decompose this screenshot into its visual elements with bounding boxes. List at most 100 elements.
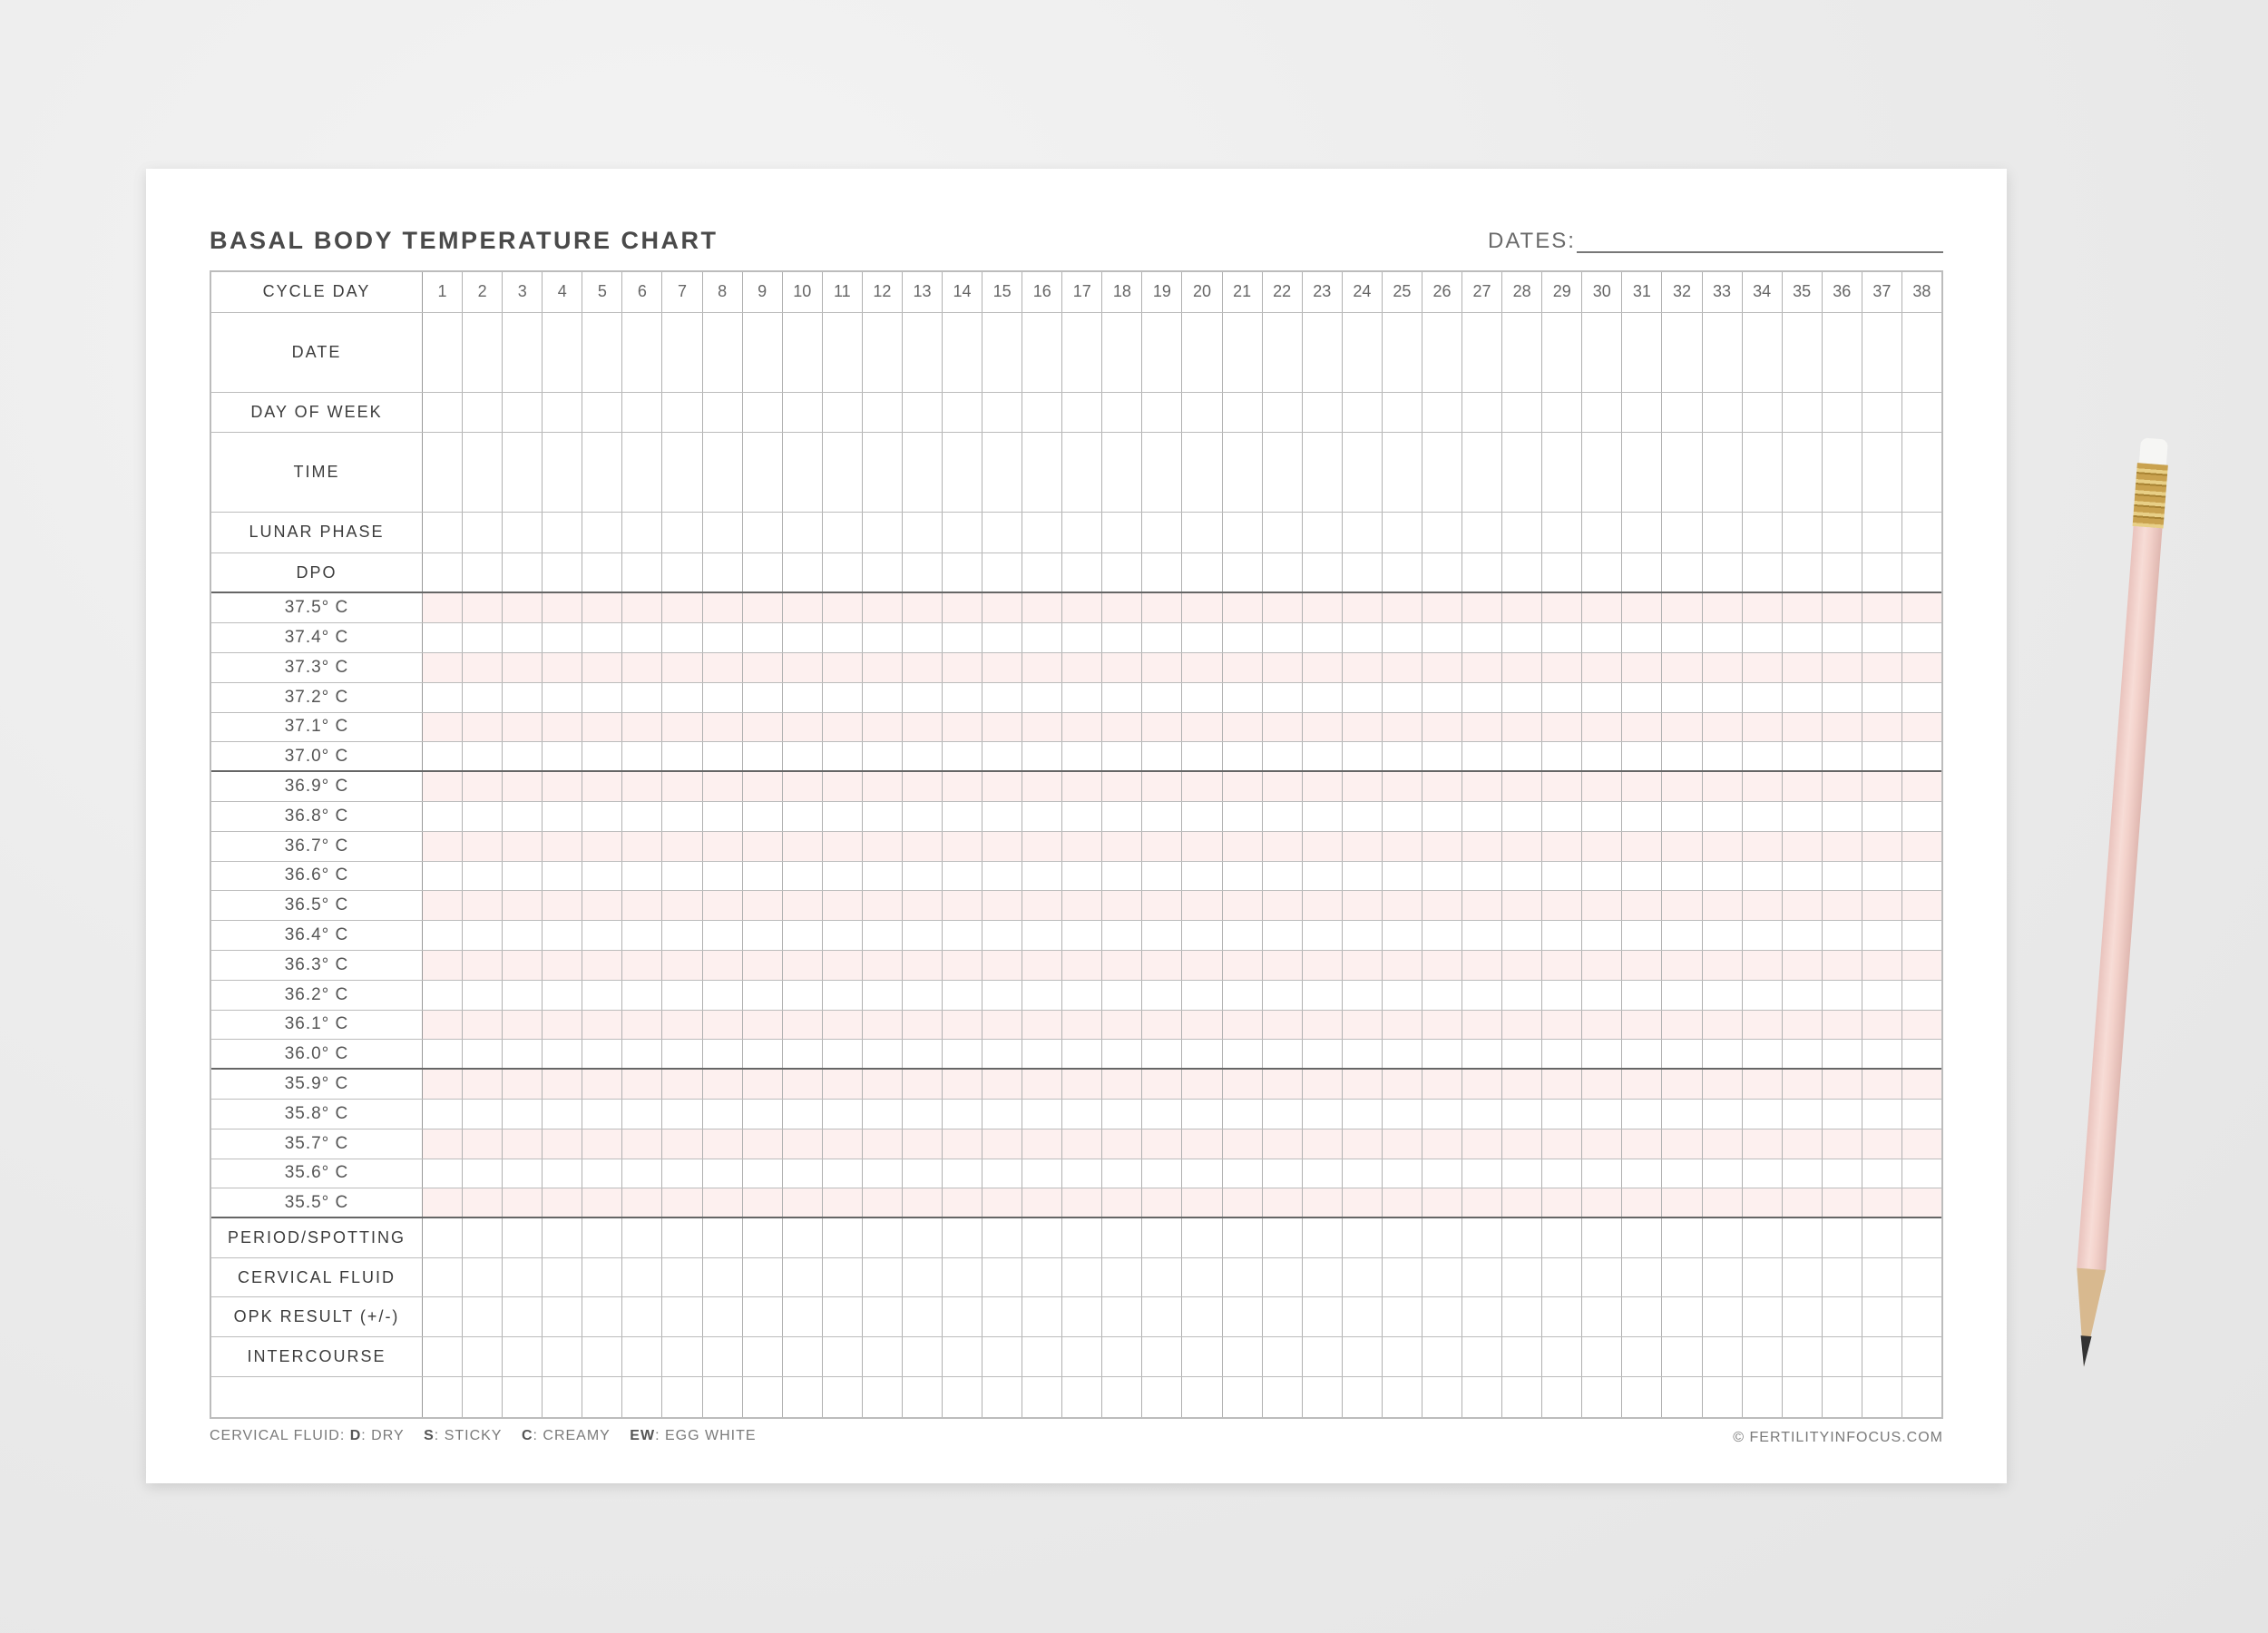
entry-cell[interactable] (863, 1297, 903, 1337)
entry-cell[interactable] (1542, 712, 1583, 742)
entry-cell[interactable] (1262, 950, 1303, 980)
entry-cell[interactable] (1182, 1376, 1223, 1417)
entry-cell[interactable] (1182, 950, 1223, 980)
entry-cell[interactable] (1823, 1376, 1862, 1417)
entry-cell[interactable] (622, 593, 663, 623)
entry-cell[interactable] (463, 742, 503, 771)
entry-cell[interactable] (662, 1376, 703, 1417)
entry-cell[interactable] (1422, 1376, 1463, 1417)
entry-cell[interactable] (1102, 652, 1143, 682)
entry-cell[interactable] (1742, 712, 1783, 742)
entry-cell[interactable] (622, 891, 663, 921)
entry-cell[interactable] (1622, 772, 1663, 801)
entry-cell[interactable] (943, 513, 983, 552)
entry-cell[interactable] (862, 1188, 903, 1217)
entry-cell[interactable] (1343, 552, 1383, 592)
entry-cell[interactable] (622, 1188, 663, 1217)
entry-cell[interactable] (1462, 623, 1503, 652)
entry-cell[interactable] (1263, 742, 1303, 771)
entry-cell[interactable] (1462, 742, 1503, 771)
entry-cell[interactable] (463, 513, 503, 552)
entry-cell[interactable] (1862, 682, 1902, 712)
entry-cell[interactable] (1902, 513, 1941, 552)
entry-cell[interactable] (1823, 513, 1862, 552)
entry-cell[interactable] (1222, 1070, 1263, 1099)
entry-cell[interactable] (463, 1070, 503, 1099)
entry-cell[interactable] (702, 891, 743, 921)
entry-cell[interactable] (1383, 1257, 1422, 1297)
entry-cell[interactable] (1783, 392, 1823, 433)
entry-cell[interactable] (903, 1337, 943, 1376)
entry-cell[interactable] (582, 682, 623, 712)
entry-cell[interactable] (543, 1297, 583, 1337)
entry-cell[interactable] (1703, 312, 1743, 392)
entry-cell[interactable] (943, 312, 983, 392)
entry-cell[interactable] (1703, 1297, 1743, 1337)
entry-cell[interactable] (1582, 1376, 1623, 1417)
entry-cell[interactable] (1782, 831, 1823, 861)
entry-cell[interactable] (1382, 831, 1422, 861)
entry-cell[interactable] (463, 891, 503, 921)
entry-cell[interactable] (982, 1376, 1023, 1417)
entry-cell[interactable] (662, 623, 703, 652)
entry-cell[interactable] (702, 950, 743, 980)
entry-cell[interactable] (1422, 712, 1463, 742)
entry-cell[interactable] (743, 1257, 783, 1297)
entry-cell[interactable] (822, 712, 863, 742)
entry-cell[interactable] (662, 831, 703, 861)
entry-cell[interactable] (703, 1376, 743, 1417)
entry-cell[interactable] (1783, 433, 1823, 513)
entry-cell[interactable] (1582, 742, 1623, 771)
entry-cell[interactable] (1302, 652, 1343, 682)
entry-cell[interactable] (862, 891, 903, 921)
entry-cell[interactable] (1263, 1297, 1303, 1337)
entry-cell[interactable] (622, 1257, 663, 1297)
entry-cell[interactable] (1662, 950, 1703, 980)
entry-cell[interactable] (1862, 950, 1902, 980)
entry-cell[interactable] (463, 921, 503, 950)
entry-cell[interactable] (1462, 950, 1503, 980)
entry-cell[interactable] (1303, 513, 1343, 552)
entry-cell[interactable] (463, 1337, 503, 1376)
entry-cell[interactable] (423, 1040, 464, 1069)
entry-cell[interactable] (1303, 552, 1343, 592)
entry-cell[interactable] (423, 1070, 464, 1099)
entry-cell[interactable] (1622, 1218, 1663, 1257)
entry-cell[interactable] (1462, 831, 1503, 861)
entry-cell[interactable] (1582, 1129, 1623, 1159)
entry-cell[interactable] (823, 1099, 863, 1129)
entry-cell[interactable] (1343, 623, 1383, 652)
entry-cell[interactable] (1102, 1040, 1143, 1069)
entry-cell[interactable] (1742, 1129, 1783, 1159)
entry-cell[interactable] (1502, 921, 1543, 950)
entry-cell[interactable] (783, 682, 823, 712)
entry-cell[interactable] (1862, 921, 1902, 950)
entry-cell[interactable] (1743, 742, 1783, 771)
entry-cell[interactable] (1383, 433, 1422, 513)
entry-cell[interactable] (1542, 1129, 1583, 1159)
entry-cell[interactable] (1662, 392, 1703, 433)
entry-cell[interactable] (1542, 980, 1583, 1010)
entry-cell[interactable] (1422, 682, 1463, 712)
entry-cell[interactable] (743, 312, 783, 392)
entry-cell[interactable] (783, 921, 823, 950)
entry-cell[interactable] (503, 1218, 543, 1257)
entry-cell[interactable] (1743, 1337, 1783, 1376)
entry-cell[interactable] (1302, 1010, 1343, 1040)
entry-cell[interactable] (582, 891, 623, 921)
entry-cell[interactable] (1142, 742, 1183, 771)
entry-cell[interactable] (783, 980, 823, 1010)
entry-cell[interactable] (1622, 712, 1663, 742)
entry-cell[interactable] (1022, 1070, 1063, 1099)
entry-cell[interactable] (662, 1070, 703, 1099)
entry-cell[interactable] (1822, 652, 1862, 682)
entry-cell[interactable] (1462, 1129, 1503, 1159)
entry-cell[interactable] (1263, 392, 1303, 433)
entry-cell[interactable] (1462, 772, 1503, 801)
entry-cell[interactable] (1022, 1218, 1063, 1257)
entry-cell[interactable] (1902, 1337, 1941, 1376)
entry-cell[interactable] (582, 980, 623, 1010)
entry-cell[interactable] (703, 1257, 743, 1297)
entry-cell[interactable] (1462, 593, 1503, 623)
entry-cell[interactable] (1303, 1099, 1343, 1129)
